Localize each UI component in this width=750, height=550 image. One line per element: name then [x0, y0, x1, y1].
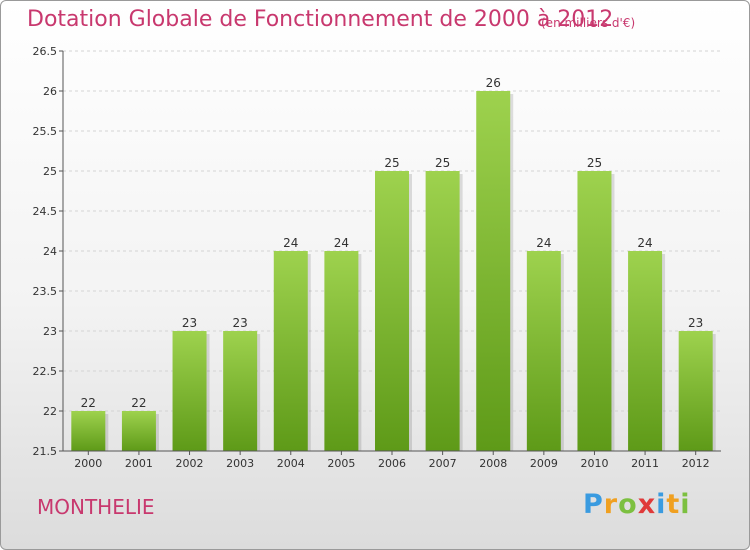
bars [71, 91, 716, 451]
bar-value-label: 26 [486, 76, 501, 90]
bar-value-label: 23 [688, 316, 703, 330]
bar-value-label: 24 [637, 236, 652, 250]
bar-value-label: 25 [587, 156, 602, 170]
city-name: MONTHELIE [37, 495, 155, 519]
x-tick-label: 2008 [479, 457, 507, 470]
axes [59, 50, 721, 455]
bar [375, 171, 409, 451]
logo-letter: t [666, 489, 681, 520]
bar-value-label: 24 [334, 236, 349, 250]
bar [172, 331, 207, 451]
bar [223, 331, 258, 451]
x-tick-label: 2011 [631, 457, 659, 470]
logo-letter: r [603, 489, 619, 520]
x-tick-label: 2010 [580, 457, 608, 470]
logo-letter: x [637, 489, 657, 520]
logo-letter: o [618, 489, 638, 520]
bar [577, 171, 612, 451]
bar [273, 251, 308, 451]
bar [121, 411, 156, 451]
y-tick-label: 24.5 [33, 205, 58, 218]
bar-value-label: 23 [182, 316, 197, 330]
bar [476, 91, 511, 451]
bar [628, 251, 663, 451]
bar-value-label: 25 [384, 156, 399, 170]
y-tick-label: 23.5 [33, 285, 58, 298]
chart-subtitle: (en milliers d'€) [541, 16, 636, 30]
x-tick-label: 2003 [226, 457, 254, 470]
bar-value-label: 22 [131, 396, 146, 410]
bar [678, 331, 713, 451]
x-tick-label: 2001 [125, 457, 153, 470]
y-tick-label: 22.5 [33, 365, 58, 378]
bar [425, 171, 460, 451]
x-tick-label: 2002 [176, 457, 204, 470]
y-tick-label: 21.5 [33, 445, 58, 458]
logo-letter: P [583, 489, 604, 520]
proxiti-logo: Proxiti [583, 489, 691, 520]
x-tick-label: 2007 [429, 457, 457, 470]
x-tick-label: 2006 [378, 457, 406, 470]
y-tick-label: 26.5 [33, 45, 58, 58]
bar-value-label: 23 [233, 316, 248, 330]
y-tick-label: 24 [43, 245, 57, 258]
logo-letter: i [680, 489, 691, 520]
y-tick-label: 25 [43, 165, 57, 178]
x-tick-label: 2005 [327, 457, 355, 470]
x-tick-label: 2004 [277, 457, 305, 470]
x-tick-label: 2012 [682, 457, 710, 470]
logo-letter: i [656, 489, 667, 520]
chart-title: Dotation Globale de Fonctionnement de 20… [27, 7, 614, 32]
bar-value-label: 22 [81, 396, 96, 410]
bar-value-label: 24 [283, 236, 298, 250]
y-tick-label: 22 [43, 405, 57, 418]
x-tick-label: 2000 [74, 457, 102, 470]
bar-value-label: 25 [435, 156, 450, 170]
bar [324, 251, 359, 451]
labels: 21.5 22 22.5 23 23.5 24 24.5 25 25.5 26 26.5 22 2000… [33, 45, 710, 470]
y-tick-label: 23 [43, 325, 57, 338]
x-tick-label: 2009 [530, 457, 558, 470]
y-tick-label: 25.5 [33, 125, 58, 138]
bar [71, 411, 106, 451]
y-tick-label: 26 [43, 85, 57, 98]
bar [526, 251, 561, 451]
bar-value-label: 24 [536, 236, 551, 250]
